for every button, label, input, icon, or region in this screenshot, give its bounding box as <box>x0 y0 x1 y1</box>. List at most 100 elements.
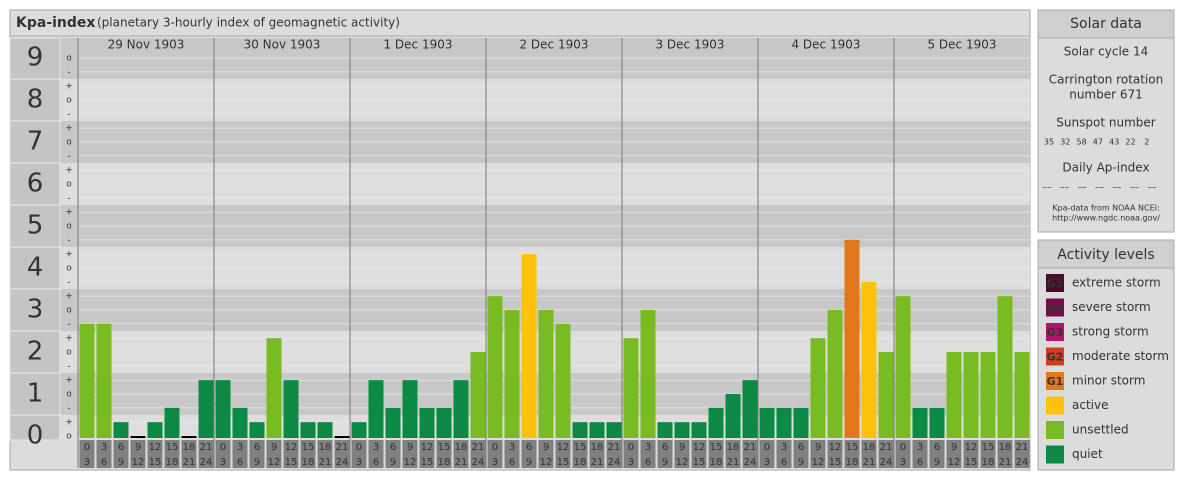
hour-label: 15 <box>965 457 978 468</box>
hour-label: 3 <box>220 457 226 468</box>
hour-label: 18 <box>727 442 740 453</box>
chart-subtitle: (planetary 3-hourly index of geomagnetic… <box>97 16 400 30</box>
level-swatch <box>1046 445 1064 464</box>
bar <box>96 323 112 438</box>
bar <box>997 296 1013 438</box>
hour-cell <box>997 440 1013 468</box>
bar <box>283 380 299 438</box>
hour-label: 21 <box>455 457 468 468</box>
hour-label: 21 <box>727 457 740 468</box>
y-minor-label: + <box>65 166 73 176</box>
y-minor-label: o <box>66 222 72 232</box>
hour-label: 12 <box>268 457 281 468</box>
hour-label: 9 <box>934 457 940 468</box>
hour-label: 15 <box>166 442 179 453</box>
bar <box>164 407 180 438</box>
hour-label: 0 <box>220 442 226 453</box>
hour-label: 3 <box>628 457 634 468</box>
hour-label: 24 <box>744 457 757 468</box>
bar <box>623 338 639 438</box>
hour-label: 21 <box>1016 442 1029 453</box>
hour-label: 3 <box>764 457 770 468</box>
bar <box>130 436 146 438</box>
solar-title: Solar data <box>1070 16 1142 32</box>
bar <box>113 422 129 438</box>
y-minor-label: - <box>67 403 70 413</box>
hour-cell <box>759 440 775 468</box>
hour-cell <box>776 440 792 468</box>
hour-cell <box>912 440 928 468</box>
bar <box>980 352 996 438</box>
hour-cell <box>555 440 571 468</box>
bar <box>929 407 945 438</box>
hour-cell <box>419 440 435 468</box>
level-swatch <box>1046 298 1064 317</box>
sunspot-title: Sunspot number <box>1056 116 1155 130</box>
hour-label: 3 <box>917 442 923 453</box>
day-label: 1 Dec 1903 <box>383 38 452 52</box>
y-tick-label: 7 <box>27 127 44 157</box>
hour-label: 6 <box>118 442 124 453</box>
hour-cell <box>470 440 486 468</box>
hour-cell <box>657 440 673 468</box>
bar <box>419 407 435 438</box>
ap-title: Daily Ap-index <box>1062 161 1149 175</box>
activity-title: Activity levels <box>1057 247 1154 263</box>
hour-label: 21 <box>880 442 893 453</box>
hour-cell <box>708 440 724 468</box>
hour-label: 18 <box>982 457 995 468</box>
bar <box>793 407 809 438</box>
hour-cell <box>674 440 690 468</box>
bar <box>606 422 622 438</box>
bar <box>232 407 248 438</box>
ap-value: –– <box>1148 183 1158 193</box>
bar <box>402 380 418 438</box>
y-label-cell <box>9 414 61 441</box>
hour-label: 12 <box>404 457 417 468</box>
y-tick-label: 2 <box>27 337 44 367</box>
hour-label: 15 <box>846 442 859 453</box>
hour-cell <box>929 440 945 468</box>
hour-label: 15 <box>574 442 587 453</box>
y-minor-label: o <box>66 432 72 442</box>
hour-cell <box>164 440 180 468</box>
hour-label: 21 <box>336 442 349 453</box>
level-badge: G1 <box>1047 375 1064 388</box>
hour-cell <box>504 440 520 468</box>
level-badge: G4 <box>1047 302 1064 315</box>
hour-label: 3 <box>84 457 90 468</box>
hour-cell <box>572 440 588 468</box>
hour-label: 24 <box>336 457 349 468</box>
level-badge: G2 <box>1047 351 1064 364</box>
title-bar <box>9 9 1031 37</box>
bar <box>776 407 792 438</box>
y-label-cell <box>9 78 61 122</box>
bar <box>487 296 503 438</box>
hour-label: 6 <box>934 442 940 453</box>
hour-cell <box>742 440 758 468</box>
y-minor-label: o <box>66 96 72 106</box>
hour-cell <box>198 440 214 468</box>
ap-value: –– <box>1095 183 1105 193</box>
level-badge: G5 <box>1047 277 1064 290</box>
bar <box>878 352 894 438</box>
sunspot-value: 22 <box>1125 138 1135 147</box>
level-label: active <box>1072 398 1108 412</box>
hour-label: 9 <box>662 457 668 468</box>
bar <box>861 281 877 438</box>
hour-label: 6 <box>237 457 243 468</box>
hour-label: 15 <box>557 457 570 468</box>
hour-cell <box>453 440 469 468</box>
y-minor-label: + <box>65 82 73 92</box>
hour-label: 21 <box>200 442 213 453</box>
hour-cell <box>385 440 401 468</box>
y-minor-label: - <box>67 67 70 77</box>
hour-label: 0 <box>492 442 498 453</box>
hour-cell <box>793 440 809 468</box>
hour-label: 6 <box>101 457 107 468</box>
bar <box>657 422 673 438</box>
y-minor-label: - <box>67 319 70 329</box>
hour-label: 3 <box>781 442 787 453</box>
hour-label: 24 <box>880 457 893 468</box>
